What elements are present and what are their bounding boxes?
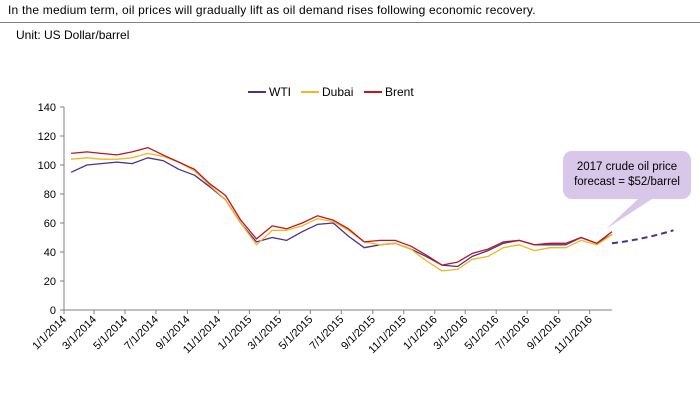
y-tick-label: 0 (50, 305, 56, 317)
y-tick-label: 140 (38, 102, 56, 114)
forecast-callout-text: 2017 crude oil price forecast = $52/barr… (574, 161, 680, 188)
chart-axes (63, 107, 612, 311)
y-tick-label: 20 (44, 276, 56, 288)
callout-pointer (606, 199, 652, 229)
forecast-dashed-line (611, 229, 674, 245)
series-lines (70, 146, 613, 272)
series-line-dubai (71, 152, 613, 272)
y-tick-label: 80 (44, 189, 56, 201)
legend-label-brent: Brent (385, 85, 414, 99)
y-tick-label: 40 (44, 247, 56, 259)
unit-label: Unit: US Dollar/barrel (16, 28, 130, 42)
y-tick-label: 120 (38, 131, 56, 143)
forecast-line (606, 199, 674, 245)
headline: In the medium term, oil prices will grad… (8, 3, 536, 17)
series-line-brent (71, 146, 613, 266)
legend-label-dubai: Dubai (322, 85, 353, 99)
chart-legend: WTI Dubai Brent (248, 85, 414, 99)
y-axis-ticks: 0 20 40 60 80 100 120 140 (38, 102, 64, 317)
header-divider (0, 22, 700, 23)
x-axis-ticks: 1/1/20143/1/20145/1/20147/1/20149/1/2014… (30, 310, 595, 356)
forecast-callout: 2017 crude oil price forecast = $52/barr… (563, 151, 691, 199)
legend-label-wti: WTI (269, 85, 291, 99)
y-tick-label: 60 (44, 218, 56, 230)
series-line-wti (70, 157, 613, 268)
y-tick-label: 100 (38, 160, 56, 172)
